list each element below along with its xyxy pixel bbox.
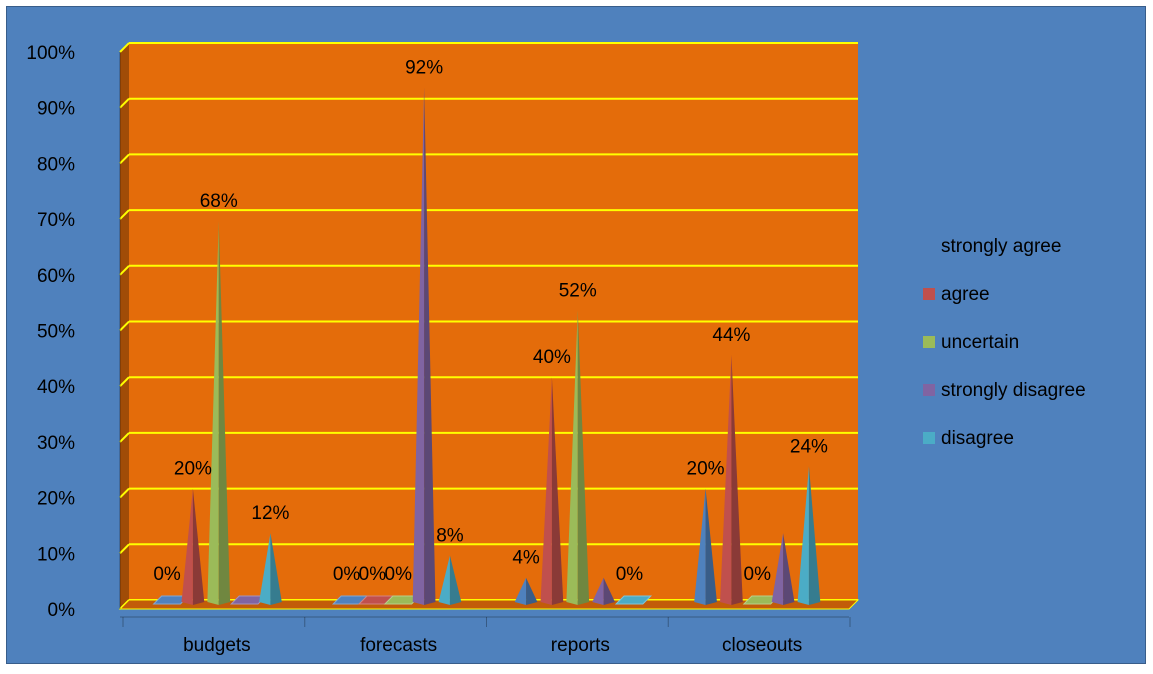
- legend-label-agree: agree: [941, 284, 990, 305]
- gridline-side: [119, 320, 130, 332]
- bar-side-strongly-agree-closeouts: [705, 488, 717, 605]
- bar-strongly-agree-reports: [514, 577, 527, 605]
- axes: 0% 10% 20% 30% 40% 50% 60% 70% 80% 90% 100% budgets…: [26, 43, 851, 656]
- bar-disagree-closeouts: [797, 466, 809, 605]
- gridline-side: [119, 209, 130, 220]
- x-tick-label-closeouts: closeouts: [722, 635, 802, 656]
- bar-agree-closeouts: [720, 354, 732, 605]
- bar-strongly-disagree-closeouts: [771, 533, 784, 605]
- bar-strongly-disagree-forecasts: [412, 87, 425, 605]
- gridline-side: [119, 97, 130, 109]
- bar-disagree-forecasts: [438, 555, 450, 605]
- y-tick-label: 60%: [37, 266, 75, 287]
- legend-swatch-strongly-disagree: [923, 384, 935, 396]
- gridline-side: [119, 265, 130, 276]
- data-label-strongly-disagree-forecasts: 92%: [405, 58, 443, 79]
- legend-swatch-disagree: [923, 432, 935, 444]
- y-tick-label: 20%: [37, 489, 75, 510]
- bar-side-agree-budgets: [192, 488, 205, 605]
- bar-uncertain-reports: [566, 310, 578, 605]
- bar-side-agree-closeouts: [731, 354, 743, 605]
- y-tick-label: 90%: [37, 99, 75, 120]
- data-label-uncertain-closeouts: 0%: [744, 564, 772, 585]
- plot-floor: [118, 599, 860, 610]
- gridline-side: [119, 376, 130, 387]
- bar-disagree-reports: [614, 595, 653, 605]
- y-tick-label: 80%: [37, 154, 75, 175]
- x-tick-label-budgets: budgets: [183, 635, 251, 656]
- y-tick-label: 30%: [37, 433, 75, 454]
- bar-side-disagree-forecasts: [449, 555, 462, 605]
- x-tick-label-reports: reports: [551, 635, 610, 656]
- bar-side-strongly-agree-reports: [526, 577, 538, 605]
- legend-swatch-uncertain: [923, 336, 935, 348]
- y-tick-label: 70%: [37, 210, 75, 231]
- bar-side-disagree-budgets: [270, 533, 282, 605]
- data-label-disagree-reports: 0%: [616, 564, 644, 585]
- data-label-agree-reports: 40%: [533, 347, 571, 368]
- legend-label-disagree: disagree: [941, 428, 1014, 449]
- legend-label-strongly-disagree: strongly disagree: [941, 380, 1086, 401]
- gridline-side: [119, 153, 130, 165]
- data-label-uncertain-budgets: 68%: [200, 191, 238, 212]
- bar-side-uncertain-budgets: [218, 221, 231, 606]
- pyramid-bar-chart: 0%20%68%12%0%0%0%92%8%4%40%52%0%20%44%0%…: [26, 42, 1086, 656]
- bar-uncertain-budgets: [207, 221, 219, 606]
- gridline-side: [119, 432, 130, 443]
- gridline-side: [119, 487, 130, 499]
- bar-disagree-budgets: [259, 533, 271, 605]
- gridline-side: [119, 42, 130, 53]
- legend-swatch-strongly-agree: [923, 240, 935, 252]
- data-label-uncertain-forecasts: 0%: [385, 564, 413, 585]
- data-label-disagree-budgets: 12%: [251, 503, 289, 524]
- gridline-side: [119, 543, 130, 555]
- data-label-agree-closeouts: 44%: [712, 325, 750, 346]
- data-label-agree-budgets: 20%: [174, 459, 212, 480]
- data-label-strongly-agree-reports: 4%: [512, 548, 540, 569]
- bar-side-uncertain-reports: [577, 310, 590, 605]
- data-label-strongly-agree-closeouts: 20%: [687, 459, 725, 480]
- data-bars: [152, 87, 821, 606]
- legend: strongly agree agree uncertain strongly dis…: [923, 236, 1086, 449]
- data-label-uncertain-reports: 52%: [559, 280, 597, 301]
- y-tick-label: 100%: [26, 43, 75, 64]
- data-label-agree-forecasts: 0%: [359, 564, 387, 585]
- y-tick-label: 0%: [48, 600, 76, 621]
- data-labels: 0%20%68%12%0%0%0%92%8%4%40%52%0%20%44%0%…: [153, 58, 828, 585]
- y-tick-label: 50%: [37, 322, 75, 343]
- bar-strongly-disagree-reports: [592, 577, 604, 605]
- bar-agree-budgets: [181, 488, 193, 605]
- legend-label-strongly-agree: strongly agree: [941, 236, 1061, 257]
- legend-label-uncertain: uncertain: [941, 332, 1019, 353]
- floor: [118, 599, 860, 610]
- y-tick-label: 10%: [37, 544, 75, 565]
- bar-strongly-agree-closeouts: [694, 488, 706, 605]
- bar-side-disagree-closeouts: [808, 466, 821, 605]
- bar-side-strongly-disagree-forecasts: [424, 87, 436, 605]
- bar-side-strongly-disagree-closeouts: [783, 533, 795, 605]
- data-label-strongly-agree-budgets: 0%: [153, 564, 181, 585]
- bar-agree-reports: [540, 377, 552, 605]
- bar-side-strongly-disagree-reports: [603, 577, 615, 605]
- data-label-strongly-agree-forecasts: 0%: [333, 564, 361, 585]
- chart-area: 0% 20% 68% 12% 0% 0% 0% 92% 8% 4% 40% 52% 0% 20% 44% 0%…: [6, 6, 1146, 664]
- bar-side-agree-reports: [551, 377, 564, 605]
- x-tick-label-forecasts: forecasts: [360, 635, 437, 656]
- legend-swatch-agree: [923, 288, 935, 300]
- data-label-disagree-closeouts: 24%: [790, 436, 828, 457]
- y-tick-label: 40%: [37, 377, 75, 398]
- data-label-disagree-forecasts: 8%: [436, 525, 464, 546]
